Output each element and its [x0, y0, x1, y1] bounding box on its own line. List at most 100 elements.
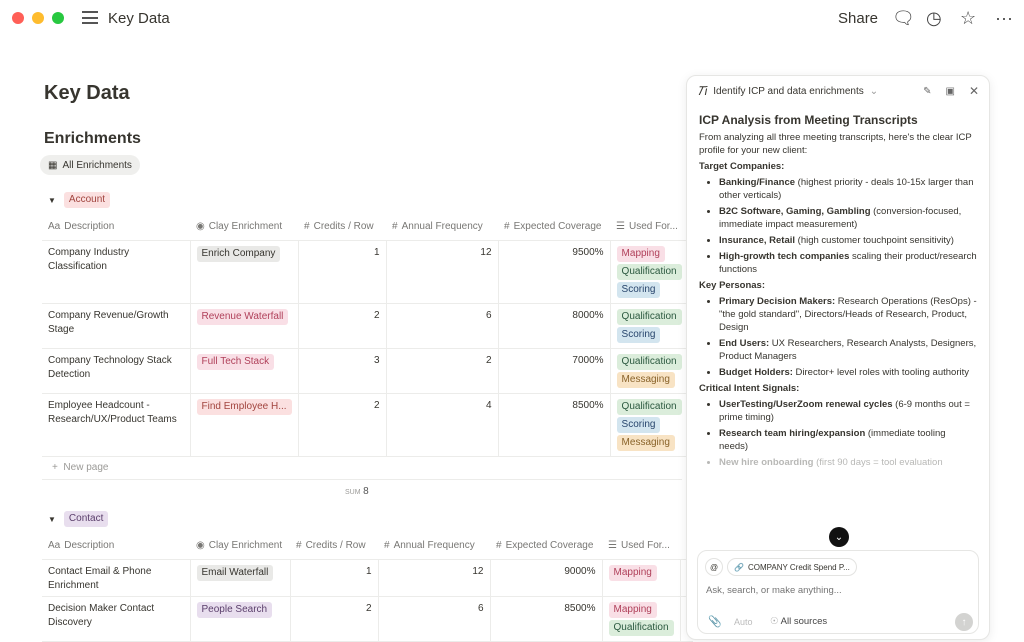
column-header[interactable]: ☰ Used For... — [610, 214, 689, 241]
divider — [42, 479, 682, 480]
share-button[interactable]: Share — [838, 10, 879, 27]
column-header[interactable]: # Expected Coverage — [498, 214, 611, 241]
frequency-cell[interactable]: 12 — [386, 240, 499, 304]
scroll-down-button[interactable]: ⌄ — [829, 527, 849, 547]
bullet-list: Banking/Finance (highest priority - deal… — [719, 176, 977, 276]
column-header[interactable]: Aa Description — [42, 214, 190, 241]
column-type-icon: # — [304, 221, 310, 233]
description-cell[interactable]: Decision Maker Contact Discovery — [42, 596, 191, 642]
column-header[interactable]: # Credits / Row — [298, 214, 387, 241]
column-header[interactable]: ◉ Clay Enrichment — [190, 214, 299, 241]
coverage-cell[interactable]: 8500% — [498, 393, 611, 457]
table-row[interactable]: Contact Email & Phone Enrichment Email W… — [42, 559, 693, 597]
collapse-toggle-icon[interactable]: ▼ — [48, 514, 56, 524]
used-for-cell[interactable]: Qualification Messaging — [610, 348, 689, 394]
new-page-button[interactable]: + New page — [52, 462, 109, 473]
description-cell[interactable]: Company Revenue/Growth Stage — [42, 303, 191, 349]
frequency-cell[interactable]: 12 — [378, 559, 491, 597]
column-header[interactable]: # Annual Frequency — [386, 214, 499, 241]
enrichment-cell[interactable]: Revenue Waterfall — [190, 303, 299, 349]
chat-input[interactable] — [706, 585, 966, 596]
zoom-window-button[interactable] — [52, 12, 64, 24]
star-icon[interactable]: ☆ — [960, 8, 977, 28]
table-row[interactable]: Company Revenue/Growth Stage Revenue Wat… — [42, 303, 701, 349]
view-tab-all-enrichments[interactable]: ▦ All Enrichments — [40, 155, 140, 175]
coverage-cell[interactable]: 9500% — [498, 240, 611, 304]
enrichment-cell[interactable]: Email Waterfall — [190, 559, 291, 597]
column-label: Description — [64, 540, 115, 552]
coverage-cell[interactable]: 9000% — [490, 559, 603, 597]
mode-selector[interactable]: Auto — [734, 617, 753, 627]
enrichment-cell[interactable]: People Search — [190, 596, 291, 642]
group-tag: Contact — [63, 511, 109, 527]
used-for-tag: Qualification — [616, 398, 682, 415]
enrichment-cell[interactable]: Full Tech Stack — [190, 348, 299, 394]
context-chip[interactable]: 🔗 COMPANY Credit Spend P... — [727, 558, 857, 576]
menu-icon[interactable] — [82, 11, 98, 24]
history-icon[interactable]: ◷ — [926, 8, 942, 28]
column-type-icon: ☰ — [616, 221, 626, 233]
mention-button[interactable]: @ — [705, 558, 723, 576]
close-window-button[interactable] — [12, 12, 24, 24]
new-chat-icon[interactable]: ✎ — [923, 85, 932, 97]
used-for-cell[interactable]: Mapping Qualification Scoring — [610, 240, 689, 304]
sources-selector[interactable]: ☉ All sources — [770, 616, 827, 627]
credits-cell[interactable]: 1 — [298, 240, 387, 304]
thread-title-dropdown[interactable]: Identify ICP and data enrichments — [713, 85, 864, 97]
table-row[interactable]: Employee Headcount - Research/UX/Product… — [42, 393, 701, 457]
credits-cell[interactable]: 2 — [298, 303, 387, 349]
column-type-icon: # — [496, 540, 502, 552]
attach-icon[interactable]: 📎 — [708, 616, 722, 628]
column-header[interactable]: ◉ Clay Enrichment — [190, 533, 290, 560]
credits-cell[interactable]: 1 — [290, 559, 379, 597]
list-item: Insurance, Retail (high customer touchpo… — [719, 234, 977, 247]
enrichment-cell[interactable]: Enrich Company — [190, 240, 299, 304]
frequency-cell[interactable]: 6 — [386, 303, 499, 349]
more-icon[interactable]: ··· — [995, 8, 1013, 28]
coverage-cell[interactable]: 7000% — [498, 348, 611, 394]
column-label: Used For... — [629, 221, 678, 233]
description-cell[interactable]: Employee Headcount - Research/UX/Product… — [42, 393, 191, 457]
used-for-cell[interactable]: Qualification Scoring Messaging — [610, 393, 689, 457]
table-row[interactable]: Company Technology Stack Detection Full … — [42, 348, 701, 394]
picture-in-picture-icon[interactable]: ▣ — [945, 85, 955, 97]
group-tag: Account — [63, 192, 111, 208]
sum-footer[interactable]: SUM 8 — [345, 486, 369, 497]
column-header[interactable]: # Expected Coverage — [490, 533, 602, 560]
close-icon[interactable]: ✕ — [968, 84, 979, 98]
send-button[interactable]: ↑ — [955, 613, 973, 631]
frequency-cell[interactable]: 2 — [386, 348, 499, 394]
column-header[interactable]: # Annual Frequency — [378, 533, 490, 560]
column-header[interactable]: ☰ Used For... — [602, 533, 681, 560]
description-cell[interactable]: Company Industry Classification — [42, 240, 191, 304]
used-for-tag: Mapping — [616, 245, 665, 262]
credits-cell[interactable]: 2 — [298, 393, 387, 457]
list-item: Banking/Finance (highest priority - deal… — [719, 176, 977, 202]
column-header[interactable]: Aa Description — [42, 533, 190, 560]
description-cell[interactable]: Company Technology Stack Detection — [42, 348, 191, 394]
enrichments-table: Aa Description ◉ Clay Enrichment # Credits / … — [42, 214, 701, 457]
enrichment-cell[interactable]: Find Employee H... — [190, 393, 299, 457]
section-title: Key Personas: — [699, 280, 766, 291]
table-row[interactable]: Company Industry Classification Enrich C… — [42, 240, 701, 304]
coverage-cell[interactable]: 8000% — [498, 303, 611, 349]
chevron-down-icon[interactable]: ⌄ — [869, 85, 879, 97]
used-for-cell[interactable]: Qualification Scoring — [610, 303, 689, 349]
message-heading: ICP Analysis from Meeting Transcripts — [699, 113, 918, 127]
minimize-window-button[interactable] — [32, 12, 44, 24]
used-for-cell[interactable]: Mapping Qualification — [602, 596, 681, 642]
table-row[interactable]: Decision Maker Contact Discovery People … — [42, 596, 693, 642]
group-header-contact[interactable]: ▼ Contact — [48, 511, 109, 527]
frequency-cell[interactable]: 6 — [378, 596, 491, 642]
column-header[interactable]: # Credits / Row — [290, 533, 378, 560]
group-header-account[interactable]: ▼ Account — [48, 192, 111, 208]
description-cell[interactable]: Contact Email & Phone Enrichment — [42, 559, 191, 597]
credits-cell[interactable]: 2 — [290, 596, 379, 642]
frequency-cell[interactable]: 4 — [386, 393, 499, 457]
credits-cell[interactable]: 3 — [298, 348, 387, 394]
comment-icon[interactable]: 🗨 — [892, 8, 915, 28]
collapse-toggle-icon[interactable]: ▼ — [48, 195, 56, 205]
used-for-tag: Qualification — [608, 619, 674, 636]
coverage-cell[interactable]: 8500% — [490, 596, 603, 642]
used-for-cell[interactable]: Mapping — [602, 559, 681, 597]
